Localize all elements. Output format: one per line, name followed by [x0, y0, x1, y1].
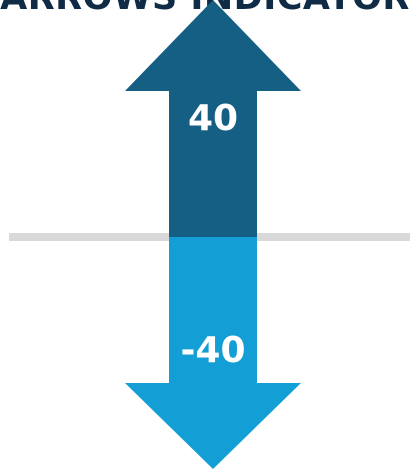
- up-arrow-value-label: 40: [188, 98, 238, 139]
- down-arrow-value-label: -40: [180, 330, 245, 371]
- up-arrow: [125, 0, 301, 237]
- down-arrow: [125, 237, 301, 469]
